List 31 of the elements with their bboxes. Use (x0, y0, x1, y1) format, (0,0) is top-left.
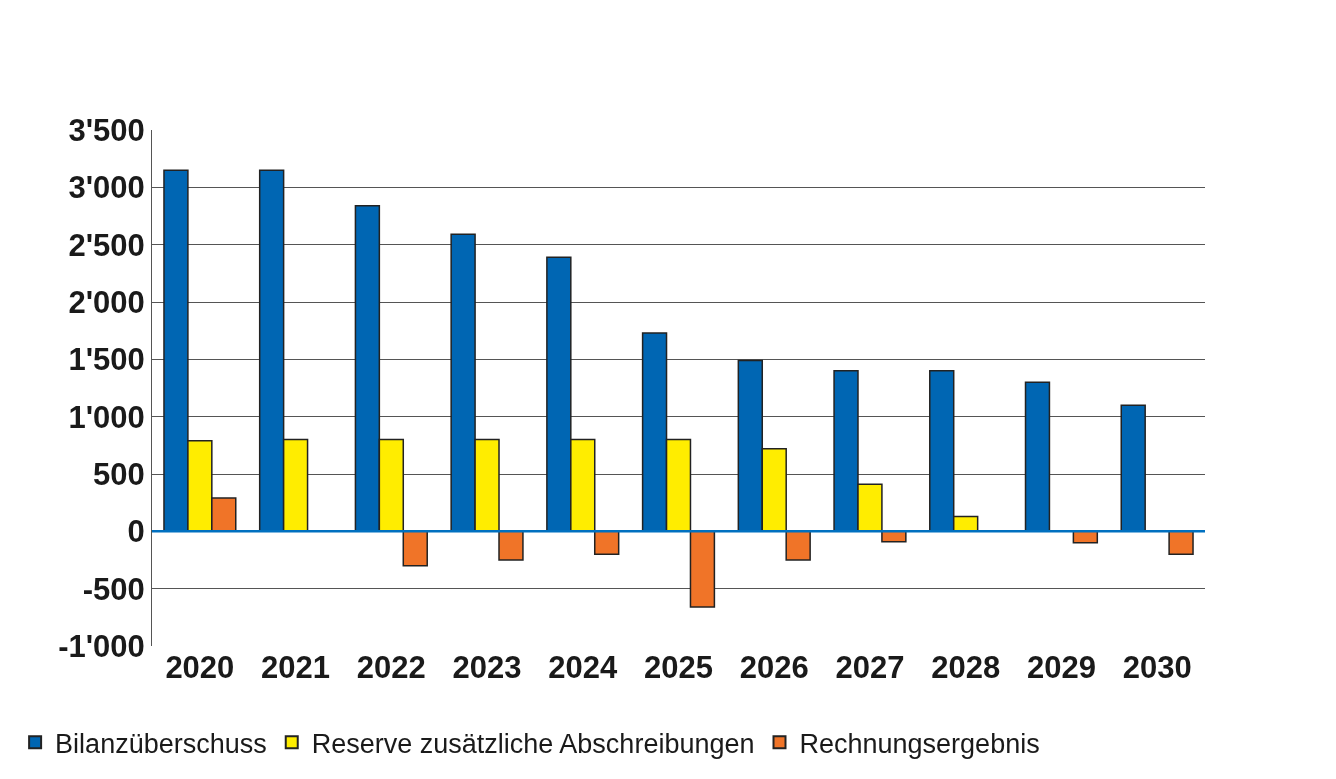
x-tick-label: 2023 (452, 650, 522, 685)
x-tick-label: 2029 (1026, 650, 1096, 685)
bar (689, 530, 716, 608)
bar (402, 530, 428, 567)
x-tick-label: 2026 (739, 650, 809, 685)
x-tick-label: 2024 (548, 650, 619, 685)
x-tick-label: 2021 (261, 650, 331, 685)
bar (1120, 404, 1146, 533)
y-tick-label: 2'000 (68, 284, 145, 320)
x-tick-label: 2030 (1122, 650, 1192, 685)
y-tick-label: -500 (82, 571, 145, 607)
x-tick-label: 2027 (835, 650, 905, 685)
bar (1024, 381, 1051, 533)
y-tick-label: -1'000 (58, 628, 145, 664)
legend-label: Reserve zusätzliche Abschreibungen (311, 728, 755, 759)
x-tick-label: 2022 (356, 650, 426, 685)
y-tick-label: 0 (127, 514, 145, 550)
y-tick-label: 3'500 (68, 112, 145, 148)
bar (1168, 530, 1194, 556)
x-tick-label: 2025 (644, 650, 713, 685)
y-tick-label: 2'500 (68, 227, 145, 263)
y-tick-label: 1'500 (68, 342, 145, 378)
x-tick-label: 2028 (931, 650, 1001, 685)
x-tick-label: 2020 (165, 650, 235, 685)
bar (498, 530, 524, 561)
y-tick-label: 3'000 (68, 170, 145, 206)
legend-label: Bilanzüberschuss (55, 728, 267, 759)
y-tick-label: 500 (93, 456, 145, 492)
y-tick-label: 1'000 (68, 399, 145, 435)
legend-label: Rechnungsergebnis (799, 728, 1040, 759)
bar (785, 530, 811, 561)
